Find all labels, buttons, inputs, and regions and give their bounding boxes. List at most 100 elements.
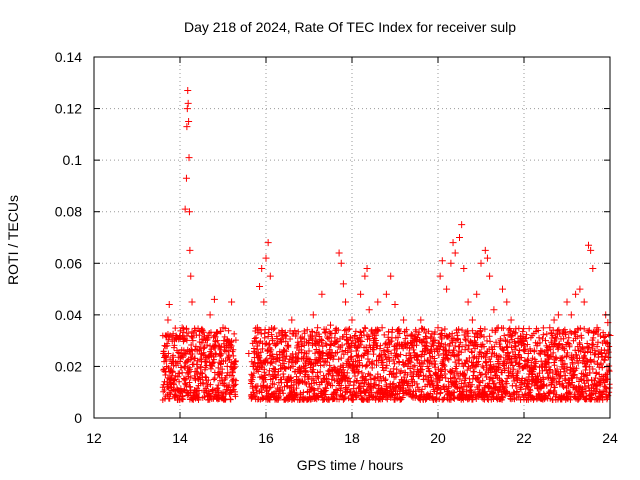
band-point [436,346,443,353]
band-point [501,365,508,372]
band-point [208,350,215,357]
band-point [341,327,348,334]
band-point [250,370,257,377]
band-point [264,359,271,366]
band-point [231,330,238,337]
data-point [187,272,195,280]
data-point [529,368,537,376]
band-point [180,354,187,361]
band-point [293,385,300,392]
band-point [343,336,350,343]
data-point [567,311,575,319]
band-point [536,334,543,341]
band-point [575,360,582,367]
data-point [451,249,459,257]
data-point [348,316,356,324]
data-point [546,324,554,332]
band-point [330,356,337,363]
band-point [458,349,465,356]
band-point [461,331,468,338]
band-point [481,333,488,340]
band-point [279,387,286,394]
band-point [442,341,449,348]
data-point [460,264,468,272]
band-point [364,356,371,363]
data-point [516,362,524,370]
band-point [601,379,608,386]
band-point [457,339,464,346]
data-point [188,298,196,306]
band-point [259,345,266,352]
band-point [503,380,510,387]
band-point [407,352,414,359]
band-point [230,352,237,359]
band-point [226,382,233,389]
data-point [443,285,451,293]
band-point [452,359,459,366]
band-point [497,337,504,344]
x-tick-label: 18 [344,430,360,446]
band-point [416,329,423,336]
band-point [416,373,423,380]
band-point [373,381,380,388]
data-point [164,316,172,324]
band-point [396,330,403,337]
band-point [315,375,322,382]
band-point [565,334,572,341]
band-point [476,382,483,389]
band-point [373,332,380,339]
band-point [573,365,580,372]
data-point [189,337,197,345]
band-point [528,381,535,388]
band-point [442,366,449,373]
y-tick-label: 0.08 [55,204,82,220]
data-point [580,298,588,306]
data-point [391,301,399,309]
band-point [335,327,342,334]
band-point [302,369,309,376]
band-point [445,383,452,390]
band-point [324,335,331,342]
band-point [323,385,330,392]
band-point [207,381,214,388]
band-point [204,342,211,349]
band-point [446,332,453,339]
band-point [358,338,365,345]
band-point [569,361,576,368]
data-point [170,357,178,365]
band-point [184,392,191,399]
band-point [183,325,190,332]
band-point [347,378,354,385]
band-point [388,350,395,357]
band-point [215,382,222,389]
band-point [600,329,607,336]
band-point [581,325,588,332]
band-point [559,354,566,361]
band-point [540,331,547,338]
band-point [183,382,190,389]
band-point [407,359,414,366]
data-point [185,154,193,162]
band-point [188,354,195,361]
band-point [273,341,280,348]
band-point [407,369,414,376]
band-point [301,330,308,337]
band-point [591,358,598,365]
band-point [265,390,272,397]
band-point [311,387,318,394]
band-point [510,366,517,373]
data-point [378,324,386,332]
band-point [488,353,495,360]
band-point [285,342,292,349]
band-point [286,356,293,363]
band-point [232,393,239,400]
band-point [227,396,234,403]
band-point [503,360,510,367]
data-point [264,239,272,247]
band-point [465,342,472,349]
band-point [170,377,177,384]
band-point [469,396,476,403]
band-point [557,373,564,380]
band-point [551,375,558,382]
band-point [571,328,578,335]
